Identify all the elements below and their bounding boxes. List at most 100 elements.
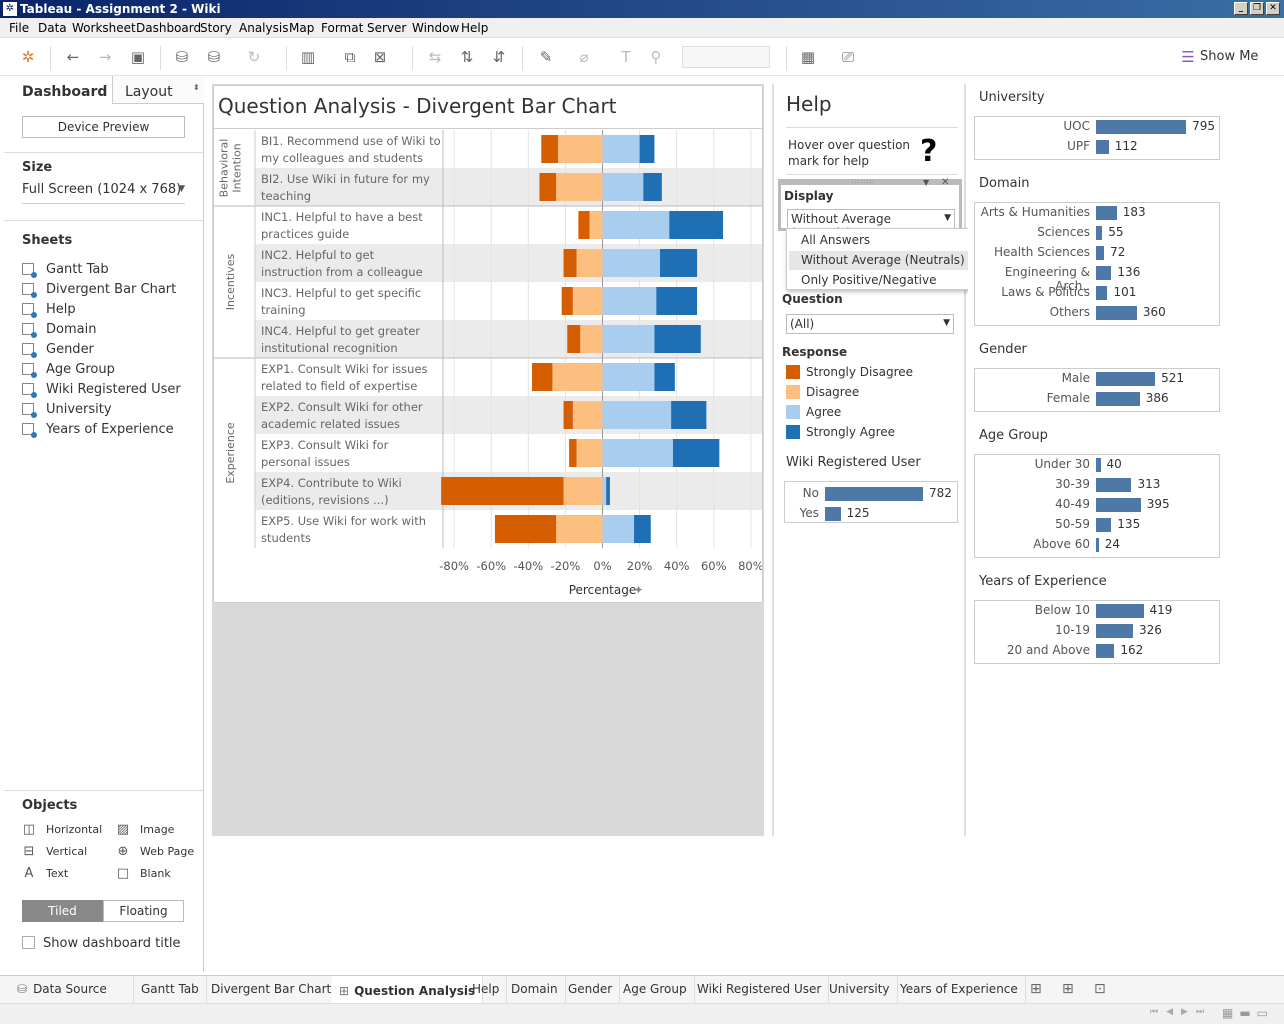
question-dropdown[interactable]: (All) ▼ xyxy=(786,314,954,334)
new-worksheet-icon[interactable]: ▥ xyxy=(300,48,316,66)
object-image[interactable]: ▨ Image xyxy=(116,822,175,837)
tab-university[interactable]: University xyxy=(822,976,898,1004)
age-group-bar[interactable] xyxy=(1096,458,1101,472)
redo-icon[interactable]: → xyxy=(98,48,112,66)
university-bar[interactable] xyxy=(1096,120,1187,134)
view-mode-icons[interactable]: ▦▬▭ xyxy=(1222,1006,1275,1020)
save-icon[interactable]: ▣ xyxy=(130,48,146,66)
object-horizontal[interactable]: ◫ Horizontal xyxy=(22,822,102,837)
sheet-years-of-experience[interactable]: Years of Experience xyxy=(22,420,174,440)
close-window-button[interactable]: ✕ xyxy=(1266,2,1280,15)
tiled-button[interactable]: Tiled xyxy=(22,900,103,922)
clear-sheet-icon[interactable]: ⊠ xyxy=(373,48,387,66)
menu-file[interactable]: File xyxy=(9,21,30,35)
age-group-bar[interactable] xyxy=(1096,518,1112,532)
age-group-bar[interactable] xyxy=(1096,538,1099,552)
card-menu-icon[interactable]: ▼ xyxy=(923,178,930,187)
sheet-gantt-tab[interactable]: Gantt Tab xyxy=(22,260,109,280)
domain-bar[interactable] xyxy=(1096,286,1108,300)
menu-format[interactable]: Format xyxy=(321,21,364,35)
show-me-button[interactable]: Show Me xyxy=(1200,49,1259,64)
tab-gantt-tab[interactable]: Gantt Tab xyxy=(134,976,207,1004)
display-option-selected[interactable]: Without Average (Neutrals) xyxy=(789,251,968,270)
new-dashboard-tab-icon[interactable]: ⊞ xyxy=(1062,981,1074,997)
university-chart[interactable] xyxy=(974,116,1220,160)
show-dashboard-title-checkbox[interactable]: Show dashboard title xyxy=(22,936,181,951)
tab-data-source[interactable]: ⛁ Data Source xyxy=(10,976,134,1004)
domain-bar[interactable] xyxy=(1096,246,1105,260)
years-of-experience-bar[interactable] xyxy=(1096,624,1133,638)
menu-map[interactable]: Map xyxy=(289,21,315,35)
highlight-icon[interactable]: ✎ xyxy=(539,48,553,66)
domain-bar[interactable] xyxy=(1096,266,1112,280)
show-cards-icon[interactable]: ▦ xyxy=(800,48,816,66)
divergent-chart-sheet[interactable]: Question Analysis - Divergent Bar Chart … xyxy=(213,85,763,603)
tab-question-analysis[interactable]: ⊞ Question Analysis xyxy=(332,976,484,1005)
object-blank[interactable]: □ Blank xyxy=(116,866,171,881)
new-data-source-icon[interactable]: ⛁ xyxy=(175,48,189,66)
menu-data[interactable]: Data xyxy=(38,21,67,35)
presentation-mode-icon[interactable]: ⎚ xyxy=(841,48,854,66)
group-members-icon[interactable]: ⌀ xyxy=(579,48,589,66)
tab-age-group[interactable]: Age Group xyxy=(616,976,695,1004)
swap-icon[interactable]: ⇆ xyxy=(428,48,442,66)
tab-gender[interactable]: Gender xyxy=(561,976,621,1004)
object-text[interactable]: A Text xyxy=(22,866,69,881)
tab-years-of-experience[interactable]: Years of Experience xyxy=(893,976,1026,1004)
menu-story[interactable]: Story xyxy=(200,21,232,35)
tab-help[interactable]: Help xyxy=(465,976,508,1004)
restore-button[interactable]: ❐ xyxy=(1250,2,1264,15)
sheet-navigation-icons[interactable]: ⏮◀▶⏭ xyxy=(1150,1007,1213,1017)
wiki-chart[interactable]: No 782 Yes 125 xyxy=(784,481,958,523)
tab-wiki-registered-user[interactable]: Wiki Registered User xyxy=(690,976,830,1004)
display-filter-card[interactable]: :::::::: ▼ ✕ Display Without Average (Ne… xyxy=(778,177,962,240)
menu-analysis[interactable]: Analysis xyxy=(239,21,289,35)
object-vertical[interactable]: ⊟ Vertical xyxy=(22,844,88,859)
sheet-help[interactable]: Help xyxy=(22,300,76,320)
sheet-university[interactable]: University xyxy=(22,400,112,420)
domain-bar[interactable] xyxy=(1096,226,1103,240)
show-me-icon[interactable]: ☰ xyxy=(1181,48,1195,66)
sheet-domain[interactable]: Domain xyxy=(22,320,96,340)
object-web-page[interactable]: ⊕ Web Page xyxy=(116,844,195,859)
years-of-experience-chart[interactable] xyxy=(974,600,1220,664)
legend-disagree[interactable]: Disagree xyxy=(786,385,859,399)
minimize-button[interactable]: _ xyxy=(1234,2,1248,15)
sort-ascending-icon[interactable]: ⇅ xyxy=(460,48,474,66)
gender-bar[interactable] xyxy=(1096,392,1140,406)
undo-icon[interactable]: ← xyxy=(66,48,80,66)
tab-divergent-bar-chart[interactable]: Divergent Bar Chart xyxy=(204,976,340,1004)
wiki-bar-no[interactable] xyxy=(825,487,923,501)
fix-axes-icon[interactable]: ⚲ xyxy=(650,48,662,66)
menu-server[interactable]: Server xyxy=(367,21,407,35)
age-group-chart[interactable] xyxy=(974,454,1220,558)
menu-window[interactable]: Window xyxy=(412,21,460,35)
show-labels-icon[interactable]: T xyxy=(621,48,631,66)
legend-strongly-disagree[interactable]: Strongly Disagree xyxy=(786,365,913,379)
domain-bar[interactable] xyxy=(1096,306,1137,320)
menu-dashboard[interactable]: Dashboard xyxy=(136,21,202,35)
tab-domain[interactable]: Domain xyxy=(504,976,566,1004)
domain-bar[interactable] xyxy=(1096,206,1117,220)
sheet-divergent-bar-chart[interactable]: Divergent Bar Chart xyxy=(22,280,176,300)
drag-handle-icon[interactable]: :::::::: xyxy=(851,178,876,185)
floating-button[interactable]: Floating xyxy=(103,900,184,922)
display-option[interactable]: All Answers xyxy=(801,233,871,247)
age-group-bar[interactable] xyxy=(1096,478,1132,492)
sheet-age-group[interactable]: Age Group xyxy=(22,360,115,380)
years-of-experience-bar[interactable] xyxy=(1096,644,1115,658)
pause-updates-icon[interactable]: ⛁ xyxy=(207,48,221,66)
question-mark-icon[interactable]: ? xyxy=(920,134,938,169)
refresh-icon[interactable]: ↻ xyxy=(247,48,261,66)
new-story-tab-icon[interactable]: ⊡ xyxy=(1094,981,1106,997)
gender-bar[interactable] xyxy=(1096,372,1156,386)
sheet-gender[interactable]: Gender xyxy=(22,340,94,360)
sheet-wiki-registered-user[interactable]: Wiki Registered User xyxy=(22,380,181,400)
fit-dropdown[interactable] xyxy=(682,46,770,68)
size-dropdown[interactable]: Full Screen (1024 x 768) ▼ xyxy=(22,182,185,204)
legend-strongly-agree[interactable]: Strongly Agree xyxy=(786,425,895,439)
legend-agree[interactable]: Agree xyxy=(786,405,841,419)
tableau-home-icon[interactable]: ✲ xyxy=(21,48,35,66)
device-preview-button[interactable]: Device Preview xyxy=(22,116,185,138)
tab-layout[interactable]: Layout ⬍ xyxy=(112,76,204,104)
